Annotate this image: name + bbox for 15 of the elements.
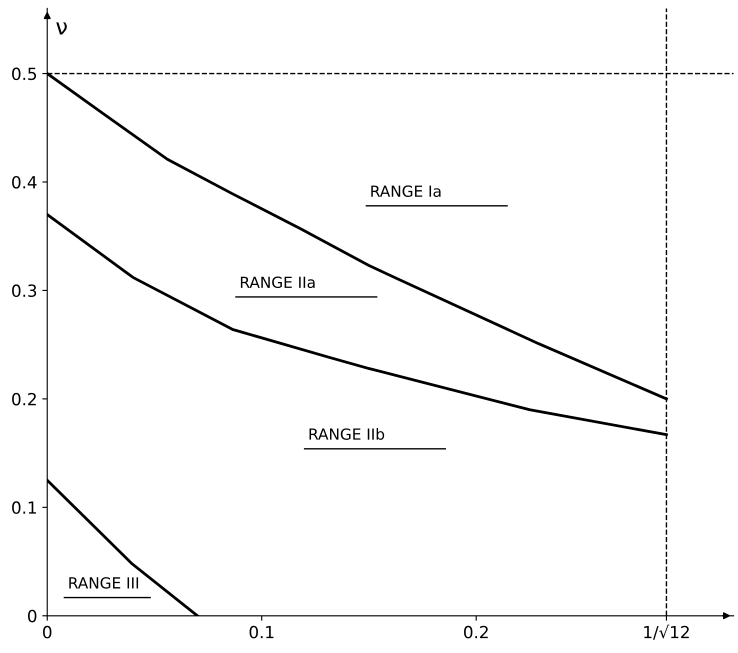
y-tick-label: 0.1 [12,501,36,514]
x-tick-label: 1/√12 [644,624,689,640]
y-tick-label: 0.2 [12,392,36,406]
y-tick-label: 0.5 [12,68,36,80]
annotation: RANGE Ia [371,185,441,197]
y-axis-title: ν [56,22,67,34]
x-tick-label: 0.2 [464,626,488,638]
y-tick-label: 0 [28,610,36,622]
annotation: RANGE IIb [310,428,384,440]
annotation: RANGE III [69,577,138,589]
y-tick-label: 0.3 [12,284,36,298]
annotation: RANGE IIa [240,276,315,288]
y-tick-label: 0.4 [12,176,37,189]
x-tick-label: 0 [43,626,52,638]
x-tick-label: 0.1 [250,626,274,638]
